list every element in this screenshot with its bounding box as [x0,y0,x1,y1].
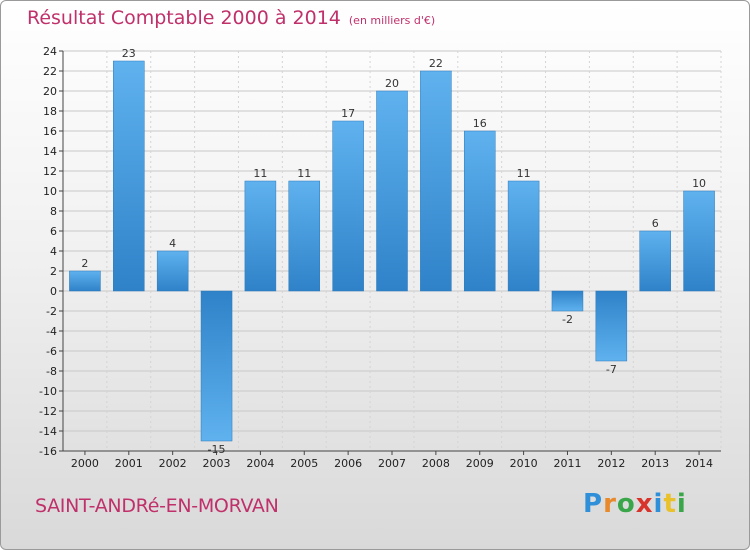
data-label-2000: 2 [81,257,88,270]
bar-2001 [113,60,145,292]
bar-2011 [551,290,584,312]
y-tick-label: 6 [50,225,57,238]
data-label-2007: 20 [385,77,399,90]
data-label-2005: 11 [297,167,311,180]
x-tick-label-2014: 2014 [685,457,713,470]
x-tick-label-2001: 2001 [115,457,143,470]
logo-letter: i [653,489,664,519]
logo-letter: x [635,489,654,519]
y-tick-label: -10 [39,385,57,398]
logo-letter: t [663,489,677,519]
bar-2009 [463,130,496,292]
y-tick-label: -16 [39,445,57,458]
bar-2003 [200,290,233,442]
x-tick-label-2000: 2000 [71,457,99,470]
y-tick-label: -14 [39,425,57,438]
data-label-2012: -7 [606,363,617,376]
x-tick-label-2010: 2010 [510,457,538,470]
bar-2012 [595,290,628,362]
x-tick-label-2013: 2013 [641,457,669,470]
x-tick-label-2003: 2003 [203,457,231,470]
bar-2008 [420,70,452,292]
axes [59,50,721,455]
data-label-2006: 17 [341,107,355,120]
y-tick-label: -8 [46,365,57,378]
y-tick-label: 14 [43,145,57,158]
proxiti-logo: Proxiti [583,489,687,519]
bar-2005 [288,180,321,292]
bar-2007 [376,90,408,292]
bar-2000 [69,270,101,292]
y-tick-label: 4 [50,245,57,258]
data-label-2004: 11 [253,167,267,180]
bar-2014 [683,190,715,292]
y-tick-label: 16 [43,125,57,138]
y-tick-label: -4 [46,325,57,338]
bar-2004 [244,180,277,292]
x-tick-label-2002: 2002 [159,457,187,470]
y-tick-label: 12 [43,165,57,178]
chart-title: Résultat Comptable 2000 à 2014 (en millie… [27,7,435,29]
data-label-2011: -2 [562,313,573,326]
data-label-2002: 4 [169,237,176,250]
y-tick-label: 10 [43,185,57,198]
logo-letter: r [603,489,617,519]
y-tick-label: 0 [50,285,57,298]
x-tick-label-2011: 2011 [553,457,581,470]
y-tick-label: 8 [50,205,57,218]
logo-letter: P [583,489,604,519]
x-tick-label-2004: 2004 [246,457,274,470]
chart-title-unit: (en milliers d'€) [348,14,436,27]
bars [69,60,715,442]
bar-2006 [332,120,364,292]
bar-2013 [639,230,671,292]
y-tick-label: -6 [46,345,57,358]
x-tick-label-2012: 2012 [597,457,625,470]
data-label-2003: -15 [208,443,226,456]
y-tick-label: -2 [46,305,57,318]
x-tick-label-2005: 2005 [290,457,318,470]
commune-name: SAINT-ANDRé-EN-MORVAN [35,495,279,517]
y-tick-label: 24 [43,45,57,58]
y-tick-label: 22 [43,65,57,78]
labels: 242220181614121086420-2-4-6-8-10-12-14-1… [39,45,713,470]
x-tick-label-2008: 2008 [422,457,450,470]
y-tick-label: 2 [50,265,57,278]
bar-2010 [507,180,540,292]
y-tick-label: -12 [39,405,57,418]
x-tick-label-2006: 2006 [334,457,362,470]
logo-letter: i [676,489,687,519]
data-label-2001: 23 [122,47,136,60]
logo-letter: o [616,489,636,519]
chart-title-main: Résultat Comptable 2000 à 2014 [27,7,341,29]
x-tick-label-2007: 2007 [378,457,406,470]
data-label-2014: 10 [692,177,706,190]
x-tick-label-2009: 2009 [466,457,494,470]
data-label-2009: 16 [473,117,487,130]
data-label-2008: 22 [429,57,443,70]
y-tick-label: 18 [43,105,57,118]
data-label-2010: 11 [517,167,531,180]
bar-2002 [156,250,189,292]
y-tick-label: 20 [43,85,57,98]
data-label-2013: 6 [652,217,659,230]
